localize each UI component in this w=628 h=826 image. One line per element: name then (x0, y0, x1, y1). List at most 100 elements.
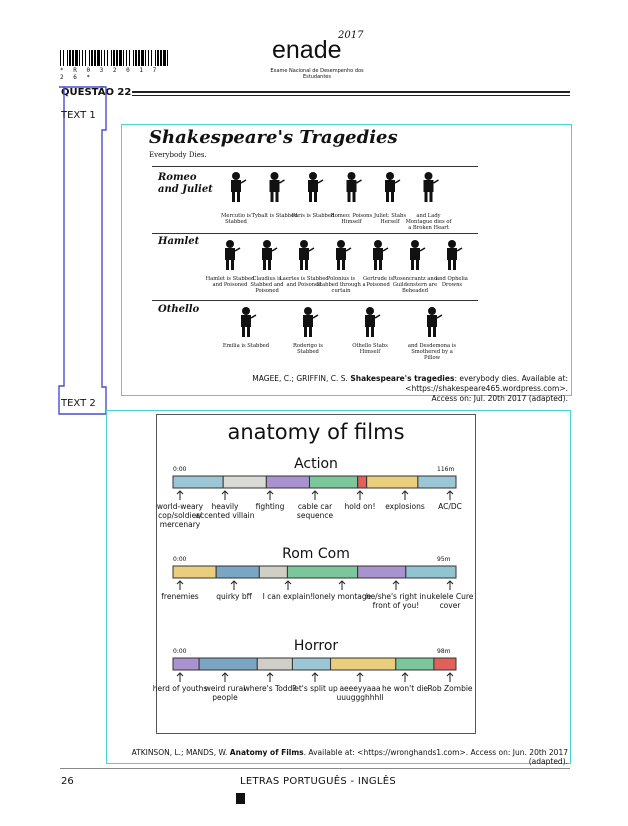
selection-outline (58, 86, 107, 415)
barcode-bar (113, 50, 115, 66)
scene-label: quirky bff (216, 592, 252, 601)
text1-label: TEXT 1 (61, 110, 96, 121)
pointer-arrow (401, 490, 409, 500)
timeline-start: 0:00 (173, 648, 187, 655)
barcode-bar (163, 50, 166, 66)
pointer-arrow (230, 580, 238, 590)
credit-rest: : everybody dies. Available at: <https:/… (405, 374, 568, 393)
scene-label: ukelele Cure cover (426, 592, 474, 610)
genre-title: Rom Com (282, 546, 350, 562)
scene-label: world-weary cop/soldier/ mercenary (156, 502, 204, 529)
death-caption: Rosencrantz and Guildenstern are Beheade… (392, 276, 438, 294)
barcode-bar (116, 50, 118, 66)
death-caption: Hamlet is Stabbed and Poisoned (205, 276, 255, 288)
pointer-arrow (356, 672, 364, 682)
barcode-bar (89, 50, 90, 66)
divider (152, 166, 478, 167)
death-caption: Emilia is Stabbed (222, 343, 270, 349)
text2-label: TEXT 2 (61, 398, 96, 409)
barcode-bar (167, 50, 168, 66)
barcode-bar (119, 50, 122, 66)
text2-credit: ATKINSON, L.; MANDS, W. Anatomy of Films… (108, 748, 568, 766)
character-figure (262, 240, 278, 270)
barcode-bar (63, 50, 64, 66)
credit-rest: . Available at: <https://wronghands1.com… (303, 748, 568, 766)
credit-authors: MAGEE, C.; GRIFFIN, C. S. (252, 374, 351, 383)
timeline-end: 116m (437, 466, 455, 473)
barcode-bar (157, 50, 159, 66)
character-figure (299, 240, 315, 270)
character-figure (231, 172, 247, 202)
scene-label: aeeeyyaaa uuuggghhhll (336, 684, 384, 702)
character-figure (241, 307, 257, 337)
pointer-arrow (446, 490, 454, 500)
pointer-arrow (176, 672, 184, 682)
barcode-bar (97, 50, 100, 66)
barcode-digits: * R 0 3 2 0 1 7 2 6 * (60, 67, 160, 81)
logo-year: 2017 (338, 30, 364, 41)
pointer-arrow (338, 580, 346, 590)
scene-label: lonely montage (312, 592, 372, 601)
barcode-bar (123, 50, 124, 66)
timeline-start: 0:00 (173, 556, 187, 563)
character-figure (365, 307, 381, 337)
timeline-start: 0:00 (173, 466, 187, 473)
infographic-subtitle: Everybody Dies. (149, 151, 207, 159)
death-caption: Paris is Stabbed (291, 213, 335, 219)
character-figure (447, 240, 463, 270)
barcode-bar (91, 50, 93, 66)
barcode-bar (126, 50, 127, 66)
barcode-bar (148, 50, 149, 66)
scene-label: where's Todd? (243, 684, 297, 693)
pointer-arrow (356, 490, 364, 500)
text1-credit: MAGEE, C.; GRIFFIN, C. S. Shakespeare's … (118, 374, 568, 404)
barcode-bar (79, 50, 80, 66)
scene-label: Rob Zombie (427, 684, 473, 693)
credit-title: Shakespeare's tragedies (350, 374, 455, 383)
death-caption: Polonius is Stabbed through a curtain (316, 276, 366, 294)
death-caption: Tybalt is Stabbed (251, 213, 298, 219)
character-figure (423, 172, 439, 202)
barcode-bar (155, 50, 156, 66)
credit-authors: ATKINSON, L.; MANDS, W. (131, 748, 230, 757)
character-figure (346, 172, 362, 202)
death-caption: Juliet: Stabs Herself (373, 213, 406, 225)
character-figure (303, 307, 319, 337)
barcode-bar (94, 50, 96, 66)
barcode-bar (82, 50, 83, 66)
genre-title: Action (294, 456, 338, 472)
scene-label: weird rural people (204, 684, 246, 702)
timeline-end: 98m (437, 648, 451, 655)
pointer-arrow (266, 490, 274, 500)
character-figure (373, 240, 389, 270)
pointer-arrow (221, 490, 229, 500)
timeline-end: 95m (437, 556, 451, 563)
character-figure (385, 172, 401, 202)
barcode-bar (111, 50, 112, 66)
scene-label: heavily accented villain (195, 502, 255, 520)
death-caption: Claudius is Stabbed and Poisoned (250, 276, 284, 294)
pointer-arrow (176, 490, 184, 500)
barcode-bar (69, 50, 71, 66)
character-figure (410, 240, 426, 270)
death-caption: Romeo: Poisons Himself (330, 213, 373, 225)
credit-title: Anatomy of Films (229, 748, 304, 757)
character-figure (427, 307, 443, 337)
barcode-bar (145, 50, 146, 66)
enade-logo: enade (272, 36, 342, 64)
scene-label: herd of youths (152, 684, 208, 693)
pointer-arrow (311, 490, 319, 500)
death-caption: and Lady Montague dies of a Broken Heart (405, 213, 452, 231)
barcode-bar (75, 50, 78, 66)
page-number: 26 (61, 776, 74, 787)
scene-label: cable car sequence (296, 502, 334, 520)
scene-label: fighting (255, 502, 285, 511)
question-label: QUESTÃO 22 (61, 87, 132, 98)
genre-title: Horror (293, 638, 339, 654)
play-name: Hamlet (158, 236, 200, 247)
character-figure (225, 240, 241, 270)
pointer-arrow (392, 580, 400, 590)
character-figure (269, 172, 285, 202)
pointer-arrow (284, 580, 292, 590)
barcode-bar (60, 50, 61, 66)
